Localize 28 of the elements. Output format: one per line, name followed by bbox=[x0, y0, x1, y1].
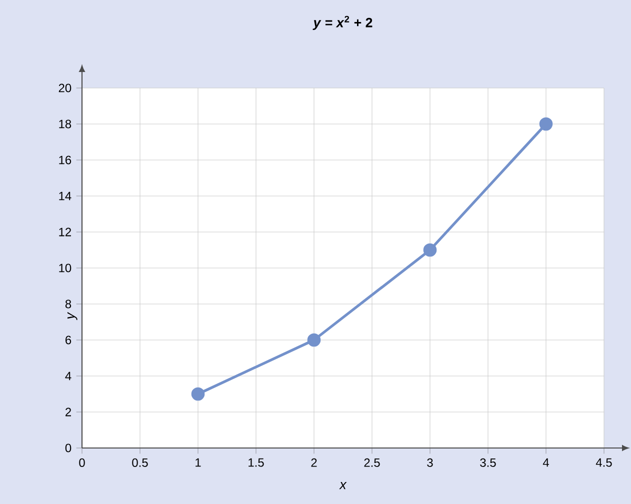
x-tick-label: 4.5 bbox=[596, 458, 612, 467]
y-tick-label: 6 bbox=[66, 336, 72, 344]
y-tick-label: 10 bbox=[59, 264, 72, 272]
point bbox=[307, 333, 321, 347]
x-tick-label: 4 bbox=[542, 458, 549, 467]
x-tick-label: 0 bbox=[79, 458, 85, 467]
point bbox=[191, 387, 205, 401]
point bbox=[423, 243, 437, 257]
x-axis-title: x bbox=[339, 482, 347, 490]
y-tick-label: 12 bbox=[59, 228, 71, 236]
y-tick-label: 2 bbox=[66, 408, 71, 416]
x-tick-label: 1 bbox=[196, 458, 201, 467]
y-tick-label: 0 bbox=[65, 444, 72, 452]
y-tick-label: 4 bbox=[65, 372, 72, 380]
x-tick-label: 2 bbox=[311, 458, 317, 467]
y-tick-label: 16 bbox=[59, 156, 72, 164]
point bbox=[539, 117, 553, 131]
y-tick-label: 20 bbox=[58, 84, 72, 92]
y-tick-label: 14 bbox=[59, 192, 72, 200]
x-tick-label: 1.5 bbox=[248, 458, 264, 467]
y-tick-label: 18 bbox=[59, 120, 72, 128]
x-tick-label: 3.5 bbox=[480, 458, 496, 467]
y-axis-title: y bbox=[67, 312, 78, 320]
y-tick-label: 8 bbox=[65, 300, 72, 308]
chart-title: y = x$^{2}$ + 2 bbox=[312, 16, 372, 30]
x-tick-label: 3 bbox=[427, 458, 433, 467]
x-tick-label: 2.5 bbox=[364, 458, 380, 467]
x-tick-label: 0.5 bbox=[132, 458, 148, 467]
